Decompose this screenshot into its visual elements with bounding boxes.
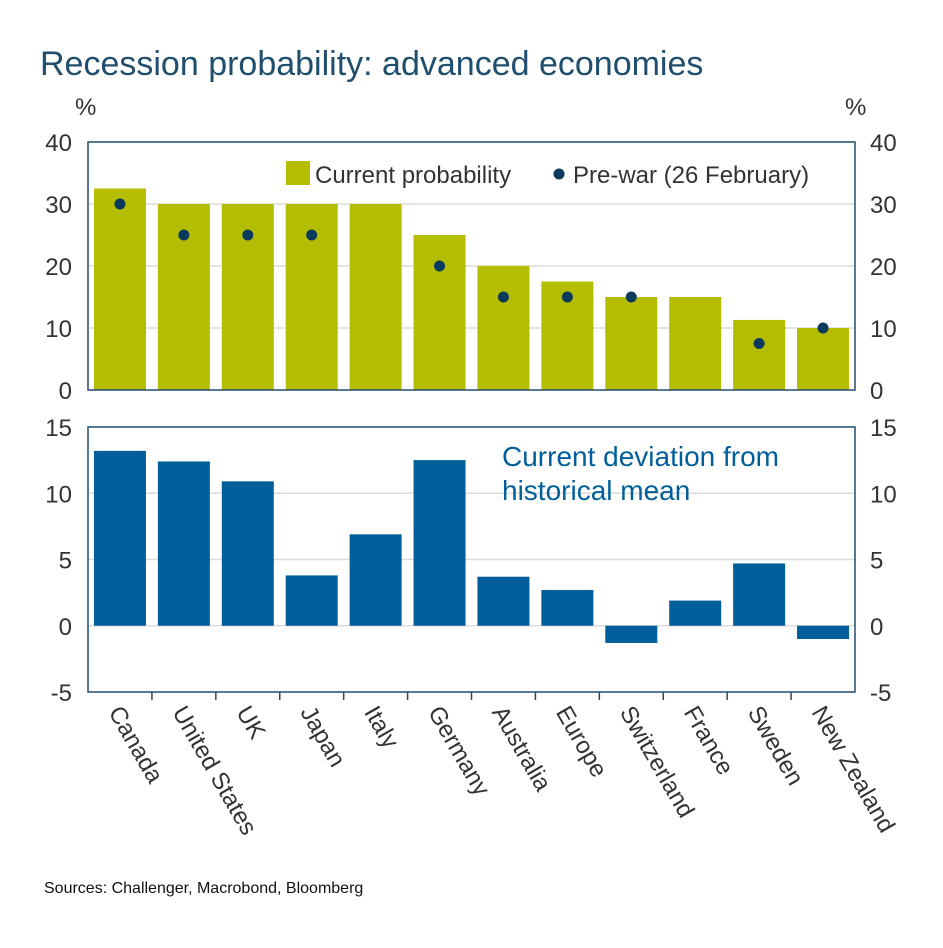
y-tick-label-left: 10 [45,316,72,343]
plot-frame [87,141,856,391]
x-tick-label: Japan [295,702,351,772]
bar [349,534,402,626]
x-tick-label: Canada [103,702,169,789]
y-tick-label-left: -5 [51,680,72,707]
dot-marker [242,229,254,241]
y-tick-label-right: 5 [870,548,883,575]
y-tick-label-right: 30 [870,192,897,219]
panel-annotation: historical mean [502,475,690,506]
x-tick-label: Sweden [742,702,809,791]
bar [733,319,786,390]
panel-annotation: Current deviation from [502,441,779,472]
bar [605,297,658,390]
legend-marker-prewar [553,168,565,180]
bar [93,188,146,390]
x-tick-label: UK [231,702,271,744]
bar [477,266,530,390]
bar [733,563,786,626]
dot-marker [625,291,637,303]
y-tick-label-right: 0 [870,614,883,641]
bar [221,481,274,626]
legend-label-current: Current probability [315,162,511,189]
y-tick-label-right: 10 [870,316,897,343]
x-tick-label: Germany [422,702,495,801]
y-tick-label-right: 0 [870,378,883,405]
y-tick-label-right: 20 [870,254,897,281]
x-tick-label: Europe [550,702,612,783]
x-tick-label: Australia [486,702,556,797]
y-tick-label-right: 15 [870,415,897,442]
bottom-panel: -5 -5 0 0 5 5 10 10 15 15 Current deviation fromhi… [45,415,896,707]
bar [413,235,466,390]
dot-marker [114,198,126,210]
bar [797,328,850,390]
y-tick-label-left: 15 [45,415,72,442]
dot-marker [306,229,318,241]
bar [93,450,146,626]
dot-marker [434,260,446,272]
y-tick-label-left: 20 [45,254,72,281]
unit-right: % [845,94,866,121]
bar [669,600,722,626]
x-tick-label: Italy [358,702,403,754]
bar [477,576,530,626]
x-tick-label: New Zealand [806,702,900,838]
y-tick-label-left: 30 [45,192,72,219]
dot-marker [817,322,829,334]
bar [285,575,338,626]
top-panel: 0 0 10 10 20 20 30 30 40 40 Current probability Pre… [45,130,896,405]
legend-label-prewar: Pre-war (26 February) [573,162,809,189]
bar [349,204,402,390]
bar [541,589,594,626]
bar [797,625,850,639]
y-tick-label-left: 5 [59,548,72,575]
bar [605,625,658,643]
unit-left: % [75,94,96,121]
y-tick-label-left: 40 [45,130,72,157]
y-tick-label-left: 0 [59,614,72,641]
legend-swatch-current [286,161,310,185]
y-tick-label-right: 40 [870,130,897,157]
y-tick-label-left: 0 [59,378,72,405]
bar [413,460,466,626]
x-tick-label: France [678,702,739,780]
dot-marker [753,338,765,349]
y-tick-label-right: 10 [870,481,897,508]
chart-title: Recession probability: advanced economie… [40,45,703,83]
bar [669,297,722,390]
dot-marker [178,229,190,241]
y-tick-label-right: -5 [870,680,891,707]
y-tick-label-left: 10 [45,481,72,508]
dot-marker [561,291,573,303]
source-note: Sources: Challenger, Macrobond, Bloomber… [44,880,363,897]
bar [157,461,210,626]
dot-marker [497,291,509,303]
